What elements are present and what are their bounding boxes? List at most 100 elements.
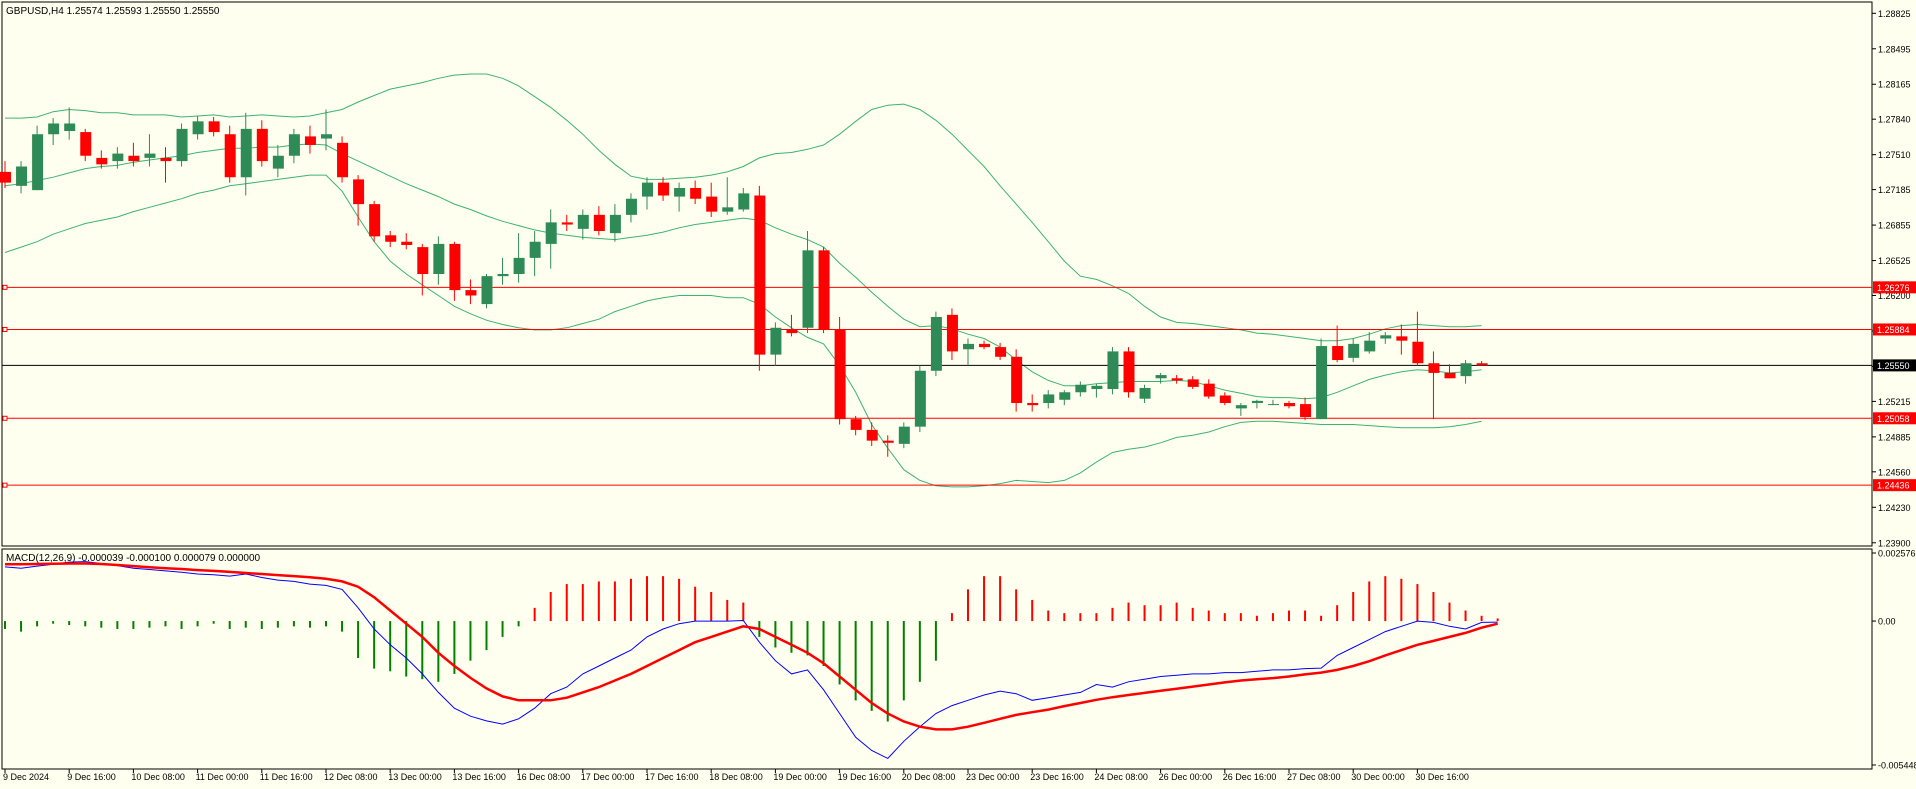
candle-bear: [1219, 395, 1231, 404]
time-axis-label: 19 Dec 16:00: [838, 772, 892, 782]
candle-bull: [1059, 392, 1071, 400]
candle-bear: [128, 155, 140, 162]
candle-bull: [674, 187, 686, 197]
price-axis-label: 1.27185: [1878, 185, 1911, 195]
candle-bull: [738, 193, 750, 210]
candle-bull: [609, 214, 621, 234]
price-axis-label: 1.27840: [1878, 115, 1911, 125]
candle-bear: [1332, 346, 1344, 361]
time-axis-label: 11 Dec 00:00: [196, 772, 249, 782]
level-price-label: 1.24436: [1877, 481, 1910, 491]
price-axis-label: 1.24560: [1878, 467, 1911, 477]
macd-signal-line: [5, 562, 1499, 731]
time-axis-label: 20 Dec 08:00: [902, 772, 956, 782]
candle-bull: [1139, 387, 1151, 399]
candle-bull: [914, 370, 926, 427]
candle-bull: [433, 243, 445, 274]
macd-layer: [4, 561, 1499, 760]
time-axis-label: 26 Dec 16:00: [1223, 772, 1277, 782]
candle-bull: [963, 343, 974, 350]
candle-bear: [256, 128, 268, 162]
price-layer: [0, 73, 1872, 488]
candle-bull: [722, 207, 734, 212]
time-axis-label: 9 Dec 16:00: [67, 772, 116, 782]
time-axis-label: 23 Dec 00:00: [966, 772, 1020, 782]
price-axis-label: 1.27510: [1878, 150, 1911, 160]
candle-bear: [417, 247, 429, 274]
candle-bear: [337, 142, 349, 178]
candle-bull: [1267, 404, 1279, 406]
candle-bear: [1476, 363, 1488, 366]
candle-bull: [192, 121, 204, 135]
candle-bear: [1011, 356, 1023, 404]
price-axis-label: 1.26200: [1878, 291, 1911, 301]
level-price-tag: [1873, 479, 1916, 492]
time-axis-label: 17 Dec 16:00: [645, 772, 699, 782]
time-axis-label: 10 Dec 08:00: [131, 772, 185, 782]
candle-bull: [545, 222, 557, 244]
candle-bear: [465, 290, 477, 296]
candle-bull: [288, 134, 300, 156]
level-price-tag: [1873, 323, 1916, 336]
candle-bull: [497, 274, 509, 277]
candle-bear: [754, 195, 766, 355]
candle-bull: [1075, 384, 1087, 393]
time-axis-label: 11 Dec 16:00: [260, 772, 313, 782]
candle-bear: [690, 187, 702, 199]
level-price-tag: [1873, 412, 1916, 425]
candle-bear: [946, 314, 958, 352]
candle-bear: [1444, 372, 1456, 379]
candle-bear: [1203, 383, 1215, 397]
candle-bear: [353, 179, 365, 205]
candle-bull: [48, 123, 60, 135]
price-axis-label: 1.28495: [1878, 44, 1911, 54]
candle-bear: [866, 429, 878, 441]
candle-bear: [449, 243, 461, 291]
time-axis-label: 17 Dec 00:00: [581, 772, 635, 782]
candle-bear: [1187, 379, 1199, 387]
time-axis-label: 26 Dec 00:00: [1159, 772, 1213, 782]
candle-bear: [658, 182, 670, 196]
candle-bear: [96, 157, 108, 165]
candle-bull: [176, 128, 188, 162]
candle-bull: [112, 153, 124, 162]
candle-bear: [593, 214, 605, 231]
price-axis-label: 1.28825: [1878, 9, 1911, 19]
candle-bear: [979, 343, 991, 348]
bollinger-lower-band: [4, 174, 1482, 488]
candle-bull: [513, 257, 525, 274]
level-handle: [2, 284, 8, 290]
price-panel-frame: [1, 1, 1873, 547]
candle-bull: [481, 276, 493, 305]
candle-bull: [898, 426, 910, 444]
macd-main-line: [4, 561, 1498, 760]
candle-bull: [529, 241, 541, 258]
time-axis-label: 13 Dec 16:00: [452, 772, 506, 782]
candle-bull: [272, 155, 284, 169]
candle-bear: [369, 204, 381, 237]
candle-bear: [208, 121, 220, 133]
candle-bull: [64, 123, 76, 132]
candle-bear: [1027, 403, 1039, 406]
candle-bear: [1412, 341, 1424, 364]
candle-bull: [32, 134, 44, 191]
time-axis-label: 18 Dec 08:00: [709, 772, 763, 782]
candle-bear: [1396, 336, 1408, 341]
candle-bull: [16, 166, 28, 186]
current-price-tag: [1873, 359, 1916, 372]
candle-bear: [786, 329, 798, 334]
candle-bull: [1107, 351, 1119, 390]
candle-bear: [1428, 363, 1440, 373]
time-axis-label: 13 Dec 00:00: [388, 772, 442, 782]
axis-layer: 1.28825 1.28495 1.28165 1.27840 1.27510 1.271…: [3, 9, 1916, 782]
price-axis-label: 1.26525: [1878, 256, 1911, 266]
candle-bull: [1460, 363, 1472, 377]
candle-bull: [930, 317, 942, 371]
price-axis-label: 1.26855: [1878, 221, 1911, 231]
time-axis-label: 19 Dec 00:00: [773, 772, 827, 782]
time-axis-label: 30 Dec 00:00: [1351, 772, 1405, 782]
candle-bear: [882, 440, 894, 443]
candle-bear: [304, 136, 316, 145]
